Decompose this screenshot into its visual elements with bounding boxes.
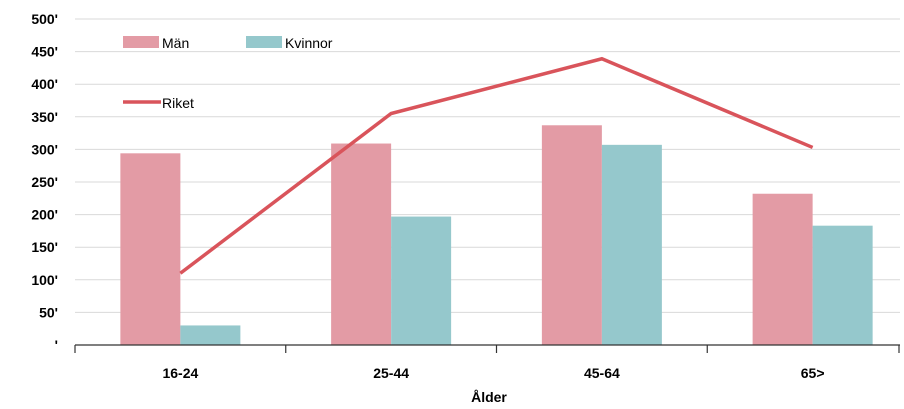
y-tick-label: 250' bbox=[31, 174, 58, 190]
x-tick-label: 65> bbox=[801, 365, 825, 381]
legend-label-män: Män bbox=[162, 35, 189, 51]
y-tick-label: 350' bbox=[31, 109, 58, 125]
bar-män bbox=[331, 143, 392, 345]
y-tick-label: 300' bbox=[31, 141, 58, 157]
x-axis-title: Ålder bbox=[471, 389, 507, 405]
bar-män bbox=[120, 153, 181, 345]
bar-män bbox=[752, 193, 813, 345]
bar-kvinnor bbox=[391, 216, 452, 345]
bar-män bbox=[541, 125, 602, 345]
line-riket bbox=[179, 56, 814, 275]
y-tick-label: 450' bbox=[31, 44, 58, 60]
y-tick-label: 50' bbox=[39, 304, 58, 320]
axes: ' 50' 100' 150' 200' 250' 300' 350' 400' 450' 500'… bbox=[31, 11, 900, 381]
y-tick-label: 500' bbox=[31, 11, 58, 27]
y-tick-label: 150' bbox=[31, 239, 58, 255]
legend: Män Kvinnor Riket bbox=[123, 35, 333, 111]
y-tick-label: 100' bbox=[31, 272, 58, 288]
legend-swatch-kvinnor bbox=[246, 36, 282, 48]
bars bbox=[120, 125, 873, 345]
bar-kvinnor bbox=[601, 144, 662, 345]
legend-label-riket: Riket bbox=[162, 95, 194, 111]
y-tick-label: 200' bbox=[31, 207, 58, 223]
x-tick-label: 16-24 bbox=[162, 365, 198, 381]
y-tick-label: 400' bbox=[31, 76, 58, 92]
legend-label-kvinnor: Kvinnor bbox=[285, 35, 333, 51]
x-tick-label: 25-44 bbox=[373, 365, 409, 381]
line-series bbox=[179, 56, 814, 275]
bar-kvinnor bbox=[180, 325, 241, 345]
y-tick-label: ' bbox=[55, 337, 58, 353]
bar-kvinnor bbox=[812, 225, 873, 345]
x-tick-label: 45-64 bbox=[584, 365, 620, 381]
legend-swatch-män bbox=[123, 36, 159, 48]
